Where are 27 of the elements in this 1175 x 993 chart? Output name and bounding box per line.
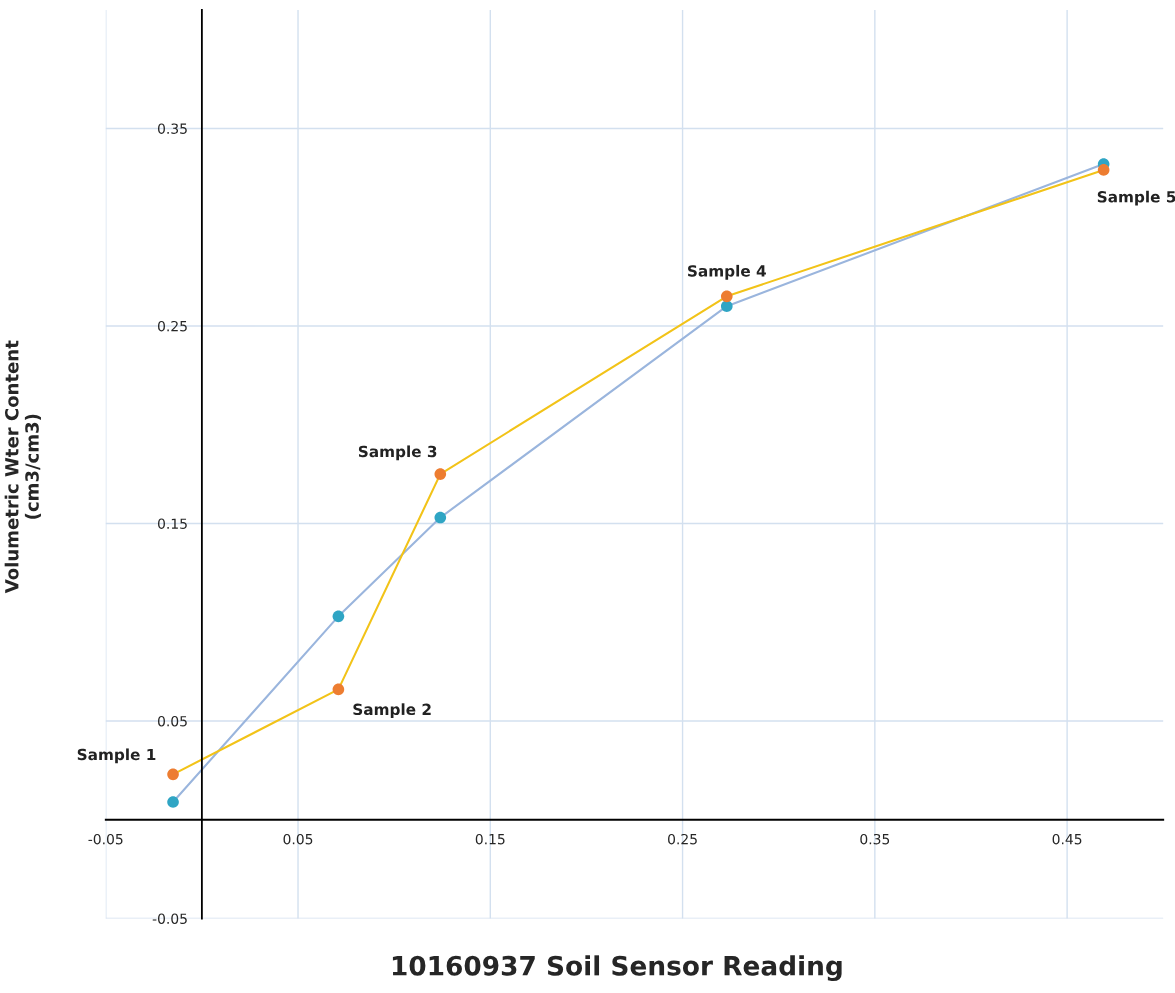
point (434, 511, 447, 524)
point (720, 300, 733, 313)
y-tick-label: 0.15 (157, 518, 187, 529)
annotation: Sample 2 (353, 703, 431, 719)
annotation: Sample 1 (77, 748, 156, 764)
x-tick-label: 0.05 (283, 833, 313, 845)
x-axis-title: 10160937 Soil Sensor Reading (392, 955, 842, 982)
x-tick-label: 0.15 (475, 833, 505, 845)
annotation: Sample 3 (358, 445, 437, 461)
y-tick-label: 0.05 (157, 715, 187, 727)
x-tick-label: -0.05 (88, 833, 123, 845)
y-axis-title: Volumetric Wter Content (cm3/cm3) (4, 340, 41, 594)
point (167, 768, 179, 781)
point (434, 468, 447, 480)
point (720, 290, 733, 303)
x-tick-label: 0.35 (860, 833, 890, 845)
annotation: Sample 5 (1097, 190, 1175, 206)
x-tick-label: 0.45 (1052, 833, 1082, 845)
annotation: Sample 4 (688, 264, 766, 280)
y-tick-label: -0.05 (152, 913, 187, 924)
point (332, 683, 345, 696)
y-tick-label: 0.35 (157, 123, 187, 134)
point (1097, 164, 1110, 176)
y-tick-label: 0.25 (157, 320, 187, 332)
point (167, 796, 179, 808)
point (332, 610, 345, 623)
x-tick-label: 0.25 (668, 833, 697, 845)
